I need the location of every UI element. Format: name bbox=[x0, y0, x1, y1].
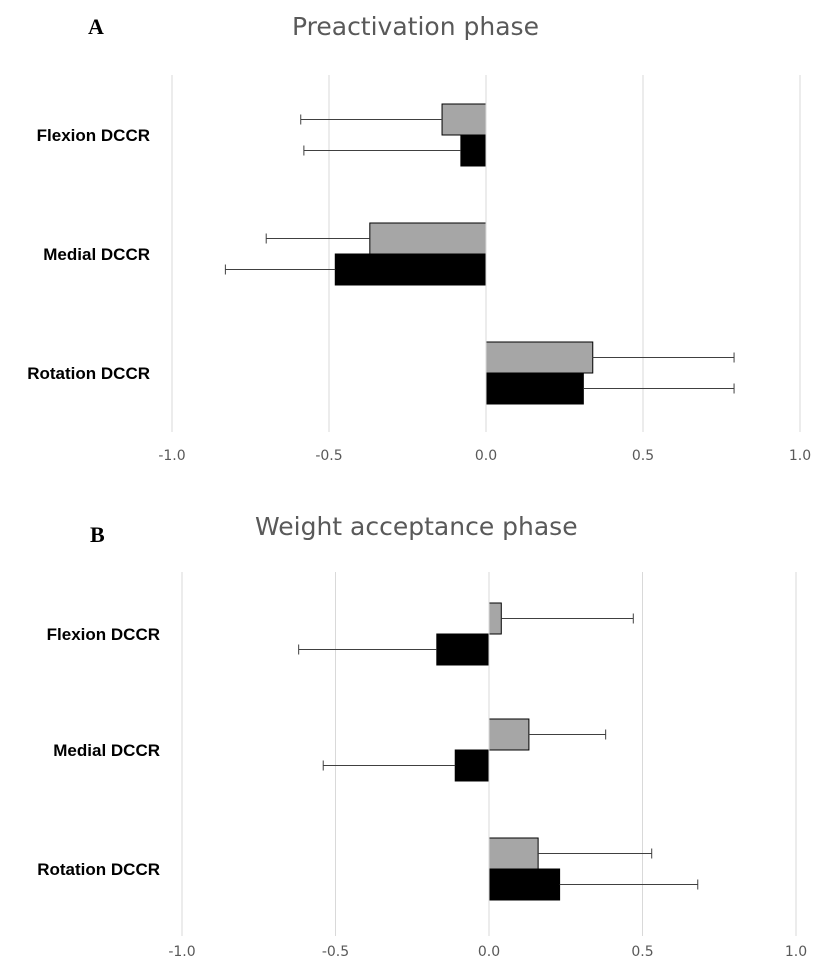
x-tick-label: 0.0 bbox=[478, 944, 500, 960]
bar bbox=[441, 103, 487, 136]
category-label: Flexion DCCR bbox=[37, 126, 150, 145]
x-tick-label: -1.0 bbox=[168, 944, 195, 960]
chart-title: Weight acceptance phase bbox=[255, 512, 578, 541]
panel-label: A bbox=[88, 14, 104, 39]
bar bbox=[488, 718, 530, 751]
bar bbox=[485, 372, 584, 405]
bar bbox=[369, 222, 487, 255]
bar bbox=[454, 749, 490, 782]
x-tick-label: -1.0 bbox=[158, 448, 185, 464]
x-tick-label: 0.5 bbox=[631, 944, 653, 960]
x-tick-label: 1.0 bbox=[789, 448, 811, 464]
x-tick-label: -0.5 bbox=[315, 448, 342, 464]
x-tick-label: 0.5 bbox=[632, 448, 654, 464]
bar bbox=[488, 602, 502, 635]
x-tick-label: 1.0 bbox=[785, 944, 807, 960]
bar bbox=[460, 134, 487, 167]
bar bbox=[436, 633, 490, 666]
bar bbox=[488, 837, 539, 870]
category-label: Rotation DCCR bbox=[37, 860, 160, 879]
category-label: Medial DCCR bbox=[53, 741, 160, 760]
chart-panel-b: B Weight acceptance phase -1.0 -0.5 0.0 0.5… bbox=[0, 490, 816, 965]
category-label: Medial DCCR bbox=[43, 245, 150, 264]
chart-title: Preactivation phase bbox=[292, 12, 539, 41]
bar bbox=[488, 868, 561, 901]
chart-plot-area: -1.0 -0.5 0.0 0.5 1.0 Flexion DCCR Medial DCCR… bbox=[27, 75, 811, 464]
bar bbox=[334, 253, 487, 286]
chart-panel-a: A Preactivation phase -1.0 -0.5 0.0 0.5 1.0 F… bbox=[0, 0, 816, 480]
category-label: Rotation DCCR bbox=[27, 364, 150, 383]
x-tick-label: 0.0 bbox=[475, 448, 497, 464]
chart-plot-area: -1.0 -0.5 0.0 0.5 1.0 Flexion DCCR Medial DCCR… bbox=[37, 572, 807, 960]
panel-label: B bbox=[90, 522, 105, 547]
category-label: Flexion DCCR bbox=[47, 625, 160, 644]
x-tick-label: -0.5 bbox=[322, 944, 349, 960]
bar bbox=[485, 341, 594, 374]
